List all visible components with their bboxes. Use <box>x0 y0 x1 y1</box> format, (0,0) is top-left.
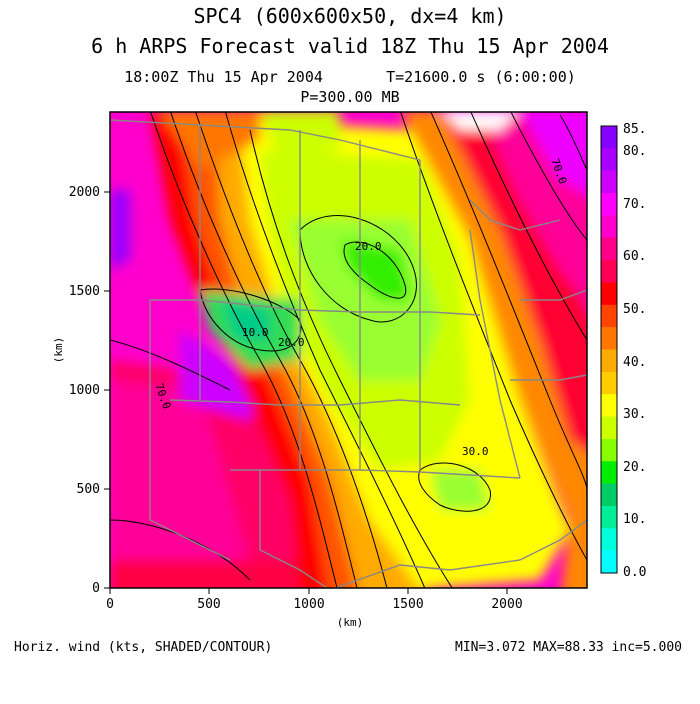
colorbar-segment <box>601 349 617 373</box>
shaded-field <box>110 112 587 588</box>
y-axis-unit: (km) <box>52 337 65 364</box>
x-tick-label: 0 <box>106 597 114 612</box>
colorbar-segment <box>601 483 617 507</box>
plot-title: SPC4 (600x600x50, dx=4 km) <box>193 4 507 28</box>
tick-marks <box>104 191 508 594</box>
x-tick-label: 500 <box>197 597 220 612</box>
x-tick-label: 2000 <box>491 597 522 612</box>
colorbar-segment <box>601 416 617 440</box>
colorbar-segment <box>601 327 617 350</box>
colorbar-labels: 85. 80. 70. 60. 50. 40. 30. 20. 10. 0.0 <box>623 122 646 580</box>
colorbar-segment <box>601 371 617 395</box>
colorbar-segment <box>601 438 617 462</box>
contour-label: 30.0 <box>462 445 489 458</box>
colorbar <box>600 125 618 574</box>
colorbar-segment <box>601 126 617 149</box>
y-tick-label: 1500 <box>69 284 100 299</box>
field-description: Horiz. wind (kts, SHADED/CONTOUR) <box>14 640 273 655</box>
x-axis-unit: (km) <box>337 616 364 629</box>
y-tick-label: 0 <box>92 581 100 596</box>
x-tick-label: 1000 <box>293 597 324 612</box>
plot-subtitle: 6 h ARPS Forecast valid 18Z Thu 15 Apr 2… <box>91 34 609 58</box>
colorbar-segment <box>601 237 617 261</box>
political-boundaries <box>110 119 587 588</box>
valid-time: 18:00Z Thu 15 Apr 2004 <box>124 68 323 86</box>
field-statistics: MIN=3.072 MAX=88.33 inc=5.000 <box>455 640 682 655</box>
x-tick-label: 1500 <box>392 597 423 612</box>
contour-label: 10.0 <box>242 326 269 339</box>
colorbar-segment <box>601 394 617 418</box>
time-info: 18:00Z Thu 15 Apr 2004 T=21600.0 s (6:00… <box>0 68 700 86</box>
colorbar-label: 30. <box>623 407 646 422</box>
colorbar-label: 50. <box>623 302 646 317</box>
y-tick-label: 1000 <box>69 383 100 398</box>
contour-label: 20.0 <box>355 240 382 253</box>
x-tick-labels: 0 500 1000 1500 2000 (km) <box>106 597 523 629</box>
colorbar-segment <box>601 282 617 306</box>
colorbar-segment <box>601 148 617 172</box>
colorbar-label: 20. <box>623 460 646 475</box>
colorbar-label: 85. <box>623 122 646 137</box>
colorbar-segment <box>601 170 617 194</box>
colorbar-label: 70. <box>623 197 646 212</box>
plot-frame <box>109 111 588 589</box>
y-tick-labels: 0 500 1000 1500 2000 <box>69 185 100 596</box>
colorbar-label: 80. <box>623 144 646 159</box>
pressure-level: P=300.00 MB <box>300 88 400 106</box>
y-tick-label: 500 <box>77 482 100 497</box>
colorbar-segment <box>601 461 617 485</box>
colorbar-segment <box>601 550 617 574</box>
colorbar-frame <box>600 125 618 574</box>
colorbar-segment <box>601 193 617 216</box>
colorbar-label: 10. <box>623 512 646 527</box>
colorbar-label: 40. <box>623 355 646 370</box>
colorbar-label: 60. <box>623 249 646 264</box>
colorbar-segment <box>601 304 617 328</box>
colorbar-segment <box>601 528 617 552</box>
colorbar-segment <box>601 215 617 239</box>
contour-label: 20.0 <box>278 336 305 349</box>
colorbar-segment <box>601 505 617 529</box>
forecast-seconds: T=21600.0 s (6:00:00) <box>386 68 576 86</box>
colorbar-segment <box>601 260 617 283</box>
y-tick-label: 2000 <box>69 185 100 200</box>
colorbar-label: 0.0 <box>623 565 646 580</box>
